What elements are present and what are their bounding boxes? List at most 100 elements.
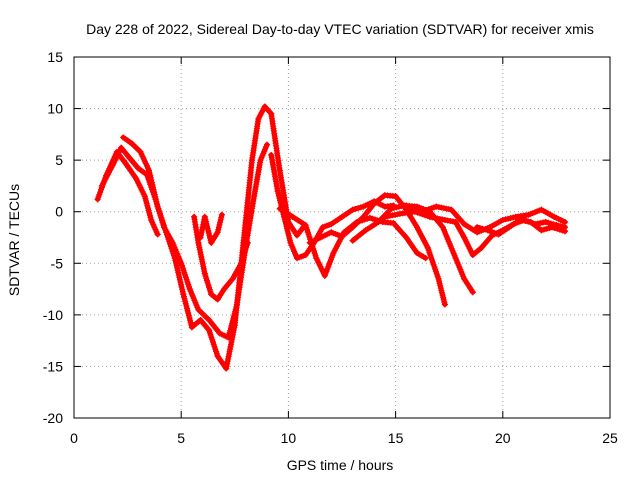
data-point [251, 193, 258, 200]
data-point [371, 200, 378, 207]
data-point [201, 270, 208, 277]
data-point [360, 203, 367, 210]
data-point [474, 229, 481, 236]
data-point [141, 193, 148, 200]
data-point [542, 219, 549, 225]
data-point [238, 260, 245, 267]
data-point [403, 234, 410, 241]
data-point [422, 255, 429, 262]
data-point [512, 213, 519, 220]
data-point [441, 301, 448, 308]
data-point [214, 353, 221, 360]
data-point [306, 239, 313, 246]
data-point [414, 224, 420, 231]
data-point [461, 275, 468, 282]
data-point [495, 231, 502, 238]
data-point [366, 214, 373, 221]
x-tick-label: 10 [281, 430, 297, 446]
data-point [109, 162, 116, 169]
data-point [538, 227, 545, 234]
data-point [197, 317, 204, 323]
data-point [197, 234, 204, 241]
data-point [201, 213, 208, 220]
series-arc-11 [403, 202, 568, 236]
y-tick-label: 15 [47, 49, 63, 65]
data-point [178, 260, 185, 267]
series-arc-4 [191, 213, 251, 303]
data-point [257, 157, 264, 164]
data-point [281, 213, 288, 220]
data-point [289, 213, 296, 220]
data-point [549, 224, 556, 231]
data-point [229, 275, 236, 282]
series-arc-12 [474, 217, 568, 238]
y-tick-label: 5 [55, 152, 63, 168]
data-point [180, 291, 187, 298]
data-point [362, 227, 369, 234]
data-point [461, 234, 468, 241]
data-point [360, 213, 367, 220]
x-axis-label: GPS time / hours [287, 457, 394, 473]
data-point [551, 213, 558, 220]
data-point [313, 255, 320, 262]
data-point [171, 255, 178, 262]
data-point [469, 289, 476, 296]
y-tick-label: -20 [43, 410, 63, 426]
data-point [562, 228, 568, 235]
data-point [403, 202, 410, 209]
data-point [538, 206, 545, 213]
data-point [418, 208, 425, 215]
series-arc-5 [197, 211, 225, 246]
data-point [208, 291, 215, 298]
data-point [276, 167, 283, 174]
data-point [339, 233, 345, 240]
data-point [249, 157, 255, 164]
data-point [137, 148, 144, 155]
ticks: 0 5 10 15 20 25 -20 -15 -10 -5 0 5 10 15 [43, 49, 618, 446]
data-point [319, 224, 326, 231]
data-point [390, 220, 397, 227]
data-point [469, 252, 476, 258]
data-point [330, 250, 337, 256]
data-point [218, 211, 225, 218]
data-point [349, 237, 356, 244]
data-point [118, 144, 125, 151]
data-point [414, 250, 420, 256]
grid [74, 57, 610, 418]
y-tick-label: 10 [47, 101, 63, 117]
data-points [94, 103, 568, 372]
data-point [562, 219, 568, 225]
data-point [223, 365, 230, 372]
data-point [328, 229, 335, 236]
series-arc-6 [268, 152, 397, 262]
data-point [206, 327, 213, 334]
data-point [484, 227, 491, 234]
data-point [191, 213, 198, 220]
data-point [349, 224, 356, 231]
y-tick-label: 0 [55, 204, 63, 220]
data-point [317, 234, 324, 241]
data-point [195, 239, 202, 246]
data-point [128, 140, 135, 147]
data-point [294, 232, 300, 239]
y-axis-label: SDTVAR / TECUs [6, 184, 22, 296]
plot-frame [73, 56, 611, 419]
data-point [302, 222, 309, 229]
data-point [381, 213, 388, 220]
data-point [163, 229, 170, 236]
data-point [448, 206, 455, 213]
data-point [392, 193, 399, 200]
data-point [231, 322, 238, 329]
data-point [221, 286, 228, 293]
data-point [148, 217, 155, 223]
data-point [206, 317, 213, 323]
data-point [274, 188, 281, 195]
data-point [328, 221, 335, 228]
data-point [439, 224, 446, 231]
x-tick-label: 20 [495, 430, 511, 446]
chart-title: Day 228 of 2022, Sidereal Day-to-day VTE… [86, 21, 594, 37]
y-tick-label: -15 [43, 358, 63, 374]
data-point [517, 217, 523, 223]
